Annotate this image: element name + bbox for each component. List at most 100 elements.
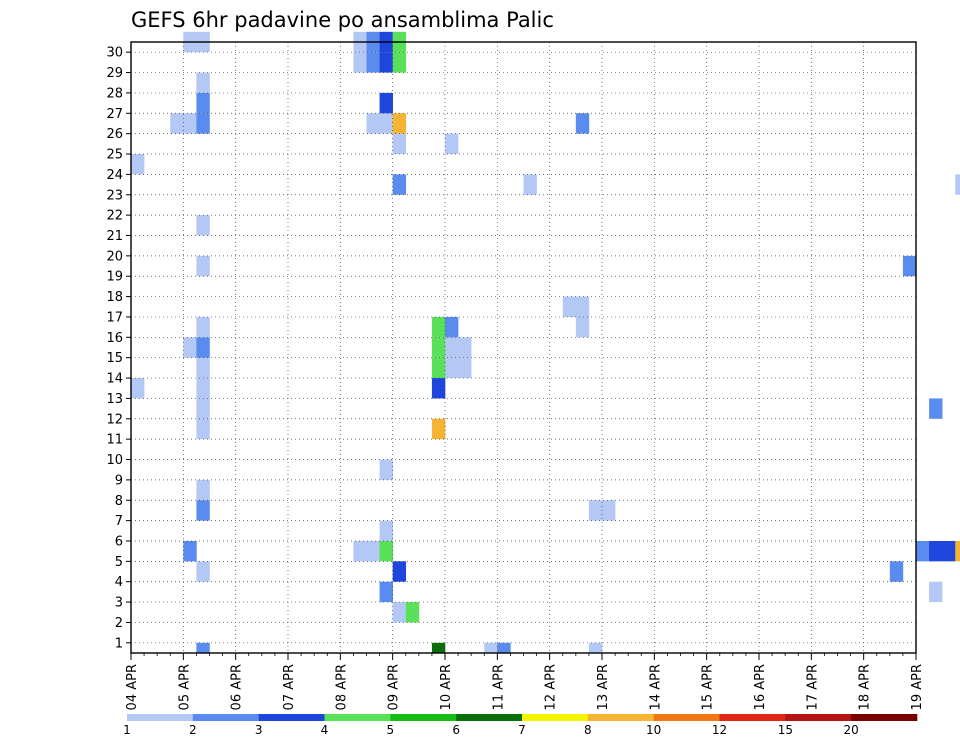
y-tick-label: 22 — [106, 209, 123, 224]
y-tick-label: 1 — [115, 636, 123, 651]
precip-cell — [196, 255, 210, 277]
precip-cell — [196, 337, 210, 358]
grid-lines — [131, 42, 916, 653]
precip-cell — [575, 113, 590, 134]
x-tick-label: 10 APR — [439, 664, 454, 710]
precip-cell — [379, 92, 393, 114]
x-tick-label: 14 APR — [648, 664, 663, 710]
precip-cell — [196, 479, 210, 501]
data-cells — [131, 31, 960, 653]
chart-title: GEFS 6hr padavine po ansamblima Palic — [131, 8, 554, 32]
precip-cell — [445, 357, 459, 379]
y-tick-label: 7 — [115, 514, 123, 529]
precip-cell — [889, 561, 904, 582]
colorbar-label: 1 — [123, 723, 131, 737]
x-tick-label: 19 APR — [910, 664, 925, 710]
x-tick-label: 07 APR — [282, 664, 297, 710]
y-tick-label: 13 — [106, 392, 123, 407]
precip-cell — [431, 642, 446, 653]
y-tick-label: 14 — [106, 372, 123, 387]
colorbar-swatch — [390, 714, 457, 721]
precip-cell — [602, 500, 616, 521]
x-tick-label: 13 APR — [596, 664, 611, 710]
precip-cell — [196, 357, 210, 379]
precip-cell — [929, 540, 943, 562]
precip-cell — [366, 52, 380, 73]
colorbar-label: 10 — [646, 723, 661, 737]
y-tick-label: 21 — [106, 229, 123, 244]
x-tick-label: 11 APR — [491, 664, 506, 710]
precip-cell — [379, 113, 393, 134]
colorbar-label: 20 — [844, 723, 859, 737]
precip-cell — [131, 378, 145, 399]
precip-cell — [562, 296, 577, 317]
precip-cell — [955, 174, 960, 195]
precip-cell — [588, 642, 603, 653]
x-tick-label: 18 APR — [858, 664, 873, 710]
colorbar-swatch — [653, 714, 720, 721]
colorbar-label: 5 — [387, 723, 395, 737]
y-tick-label: 10 — [106, 453, 123, 468]
y-tick-label: 20 — [106, 249, 123, 264]
precip-cell — [431, 316, 446, 338]
y-tick-label: 18 — [106, 290, 123, 305]
precip-cell — [183, 540, 197, 562]
y-tick-label: 8 — [115, 494, 123, 509]
colorbar-label: 15 — [778, 723, 793, 737]
y-tick-label: 15 — [106, 351, 123, 366]
precip-cell — [392, 133, 407, 155]
precip-cell — [431, 378, 446, 399]
y-tick-label: 9 — [115, 473, 123, 488]
x-tick-label: 09 APR — [387, 664, 402, 710]
precip-cell — [170, 113, 184, 134]
y-tick-label: 6 — [115, 534, 123, 549]
y-tick-label: 11 — [106, 433, 123, 448]
precip-cell — [196, 72, 210, 93]
y-tick-label: 2 — [115, 616, 123, 631]
precip-cell — [131, 154, 145, 175]
colorbar-swatch — [324, 714, 391, 721]
precip-cell — [183, 113, 197, 134]
precip-cell — [484, 642, 498, 653]
x-tick-label: 17 APR — [805, 664, 820, 710]
y-tick-label: 27 — [106, 107, 123, 122]
y-tick-label: 19 — [106, 270, 123, 285]
colorbar-label: 6 — [452, 723, 460, 737]
precip-cell — [353, 52, 367, 73]
colorbar-label: 2 — [189, 723, 197, 737]
y-tick-label: 4 — [115, 575, 123, 590]
precip-cell — [588, 500, 603, 521]
y-tick-label: 28 — [106, 86, 123, 101]
y-tick-label: 16 — [106, 331, 123, 346]
precip-cell — [445, 133, 459, 155]
precip-cell — [196, 378, 210, 399]
y-tick-label: 17 — [106, 310, 123, 325]
precip-cell — [196, 500, 210, 521]
x-tick-label: 05 APR — [177, 664, 192, 710]
precip-cell — [942, 540, 956, 562]
colorbar-swatch — [587, 714, 654, 721]
y-axis: 1234567891011121314151617181920212223242… — [106, 46, 131, 651]
y-tick-label: 12 — [106, 412, 123, 427]
colorbar-label: 12 — [712, 723, 727, 737]
precip-cell — [196, 398, 210, 419]
colorbar-label: 8 — [584, 723, 592, 737]
y-tick-label: 5 — [115, 555, 123, 570]
x-tick-label: 08 APR — [334, 664, 349, 710]
precip-cell — [196, 113, 210, 134]
precip-cell — [431, 418, 446, 440]
precip-cell — [366, 113, 380, 134]
precip-cell — [196, 316, 210, 338]
precip-cell — [955, 540, 960, 562]
precip-cell — [916, 540, 930, 562]
y-tick-label: 30 — [106, 46, 123, 61]
precip-cell — [431, 357, 446, 379]
precip-cell — [405, 602, 420, 623]
x-tick-label: 16 APR — [753, 664, 768, 710]
x-tick-label: 15 APR — [701, 664, 716, 710]
y-tick-label: 25 — [106, 148, 123, 163]
precip-cell — [353, 540, 367, 562]
y-tick-label: 29 — [106, 66, 123, 81]
precip-cell — [196, 92, 210, 114]
colorbar-swatch — [127, 714, 194, 721]
